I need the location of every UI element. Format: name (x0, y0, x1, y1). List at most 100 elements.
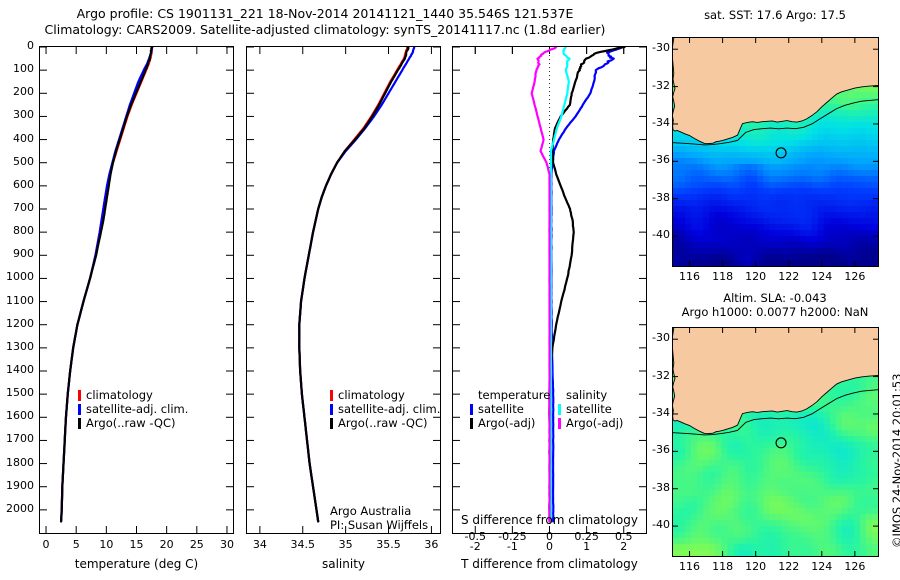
tick-label: -1 (506, 540, 518, 553)
tick-label: 1300 (6, 339, 34, 353)
legend-item: Argo(..raw -QC) (330, 416, 440, 430)
tick-label: 126 (844, 270, 866, 283)
legend-label: satellite (566, 402, 612, 416)
legend-swatch-sal-satellite (558, 403, 561, 415)
tick-label: -30 (652, 41, 670, 55)
credit-line-2: PI: Susan Wijffels (330, 518, 429, 532)
legend-swatch-argo-raw (78, 417, 81, 429)
tick-label: -40 (652, 518, 670, 532)
tick-label: 600 (13, 177, 34, 191)
difference-legend-salinity: salinity satellite Argo(-adj) (558, 388, 623, 430)
tick-label: 1200 (6, 316, 34, 330)
tick-label: 118 (712, 560, 734, 573)
legend-label: Argo(-adj) (478, 416, 536, 430)
tick-label: -30 (652, 331, 670, 345)
tick-label: 500 (13, 154, 34, 168)
tick-label: 30 (219, 538, 234, 551)
legend-swatch-temp-argo (470, 417, 473, 429)
legend-swatch-satellite-adj (78, 403, 81, 415)
difference-legend-temperature: temperature satellite Argo(-adj) (470, 388, 550, 430)
legend-swatch-satellite-adj (330, 403, 333, 415)
tick-label: 400 (13, 131, 34, 145)
tick-label: 900 (13, 247, 34, 261)
tick-label: 20 (159, 538, 174, 551)
tick-label: -2 (469, 540, 481, 553)
tick-label: 1500 (6, 386, 34, 400)
sst-map-panel (672, 37, 879, 267)
tick-label: 1000 (6, 270, 34, 284)
legend-heading-salinity: salinity (566, 388, 608, 402)
tick-label: 2 (620, 540, 628, 553)
tick-label: 1 (583, 540, 591, 553)
tick-label: 15 (129, 538, 144, 551)
legend-item: satellite-adj. clim. (78, 402, 188, 416)
legend-label: Argo(..raw -QC) (86, 416, 176, 430)
credit-block: Argo Australia PI: Susan Wijffels (330, 504, 428, 532)
tick-label: -36 (652, 153, 670, 167)
legend-label: climatology (86, 388, 153, 402)
tick-label: 200 (13, 85, 34, 99)
legend-swatch-sal-argo (558, 417, 561, 429)
difference-t-axis-label: T difference from climatology (461, 557, 638, 571)
tick-label: 116 (679, 560, 701, 573)
legend-heading-temperature: temperature (478, 388, 551, 402)
tick-label: 0 (546, 530, 553, 543)
legend-label: satellite-adj. clim. (86, 402, 189, 416)
temperature-legend: climatology satellite-adj. clim. Argo(..… (78, 388, 188, 430)
tick-label: 116 (679, 270, 701, 283)
legend-swatch-climatology (78, 389, 81, 401)
tick-label: 120 (745, 560, 767, 573)
sla-map-panel (672, 327, 879, 557)
tick-label: 25 (189, 538, 204, 551)
tick-label: 34.5 (290, 538, 316, 551)
salinity-profile-panel (246, 46, 441, 534)
sst-map-title: sat. SST: 17.6 Argo: 17.5 (704, 8, 846, 22)
credit-line-1: Argo Australia (330, 504, 412, 518)
legend-item: Argo(..raw -QC) (78, 416, 188, 430)
legend-swatch-argo-raw (330, 417, 333, 429)
tick-label: -32 (652, 78, 670, 92)
temperature-axis-label: temperature (deg C) (74, 557, 199, 571)
legend-item: satellite (470, 402, 550, 416)
tick-label: 34 (252, 538, 267, 551)
tick-label: 1800 (6, 455, 34, 469)
tick-label: 100 (13, 62, 34, 76)
tick-label: 1600 (6, 409, 34, 423)
salinity-axis-label: salinity (321, 557, 366, 571)
tick-label: 124 (811, 560, 833, 573)
tick-label: 0 (546, 540, 553, 553)
legend-item: Argo(-adj) (558, 416, 623, 430)
tick-label: 800 (13, 224, 34, 238)
tick-label: 1700 (6, 432, 34, 446)
legend-item: satellite (558, 402, 623, 416)
legend-item: climatology (78, 388, 188, 402)
temperature-profile-panel (39, 46, 234, 534)
imos-watermark: ©IMOS 24-Nov-2014 20:01:53 (890, 373, 900, 548)
tick-label: 0.25 (574, 530, 599, 543)
title-line-1: Argo profile: CS 1901131_221 18-Nov-2014… (76, 6, 574, 21)
legend-swatch-climatology (330, 389, 333, 401)
tick-label: -38 (652, 190, 670, 204)
tick-label: 300 (13, 108, 34, 122)
tick-label: -0.5 (464, 530, 486, 543)
sla-title-line-1: Altim. SLA: -0.043 (723, 291, 827, 305)
difference-profile-panel (452, 46, 647, 534)
legend-label: climatology (338, 388, 405, 402)
tick-label: -34 (652, 405, 670, 419)
title-line-2: Climatology: CARS2009. Satellite-adjuste… (44, 22, 606, 37)
tick-label: 35 (338, 538, 353, 551)
tick-label: 122 (778, 560, 800, 573)
tick-label: -34 (652, 115, 670, 129)
sla-map-title: Altim. SLA: -0.043 Argo h1000: 0.0077 h2… (655, 291, 895, 319)
tick-label: -32 (652, 368, 670, 382)
difference-s-axis-label: S difference from climatology (461, 513, 638, 527)
tick-label: 120 (745, 270, 767, 283)
tick-label: 122 (778, 270, 800, 283)
sla-title-line-2: Argo h1000: 0.0077 h2000: NaN (681, 305, 869, 319)
tick-label: 126 (844, 560, 866, 573)
tick-label: 124 (811, 270, 833, 283)
legend-item: satellite-adj. clim. (330, 402, 440, 416)
tick-label: 0.5 (614, 530, 633, 543)
legend-label: satellite-adj. clim. (338, 402, 441, 416)
